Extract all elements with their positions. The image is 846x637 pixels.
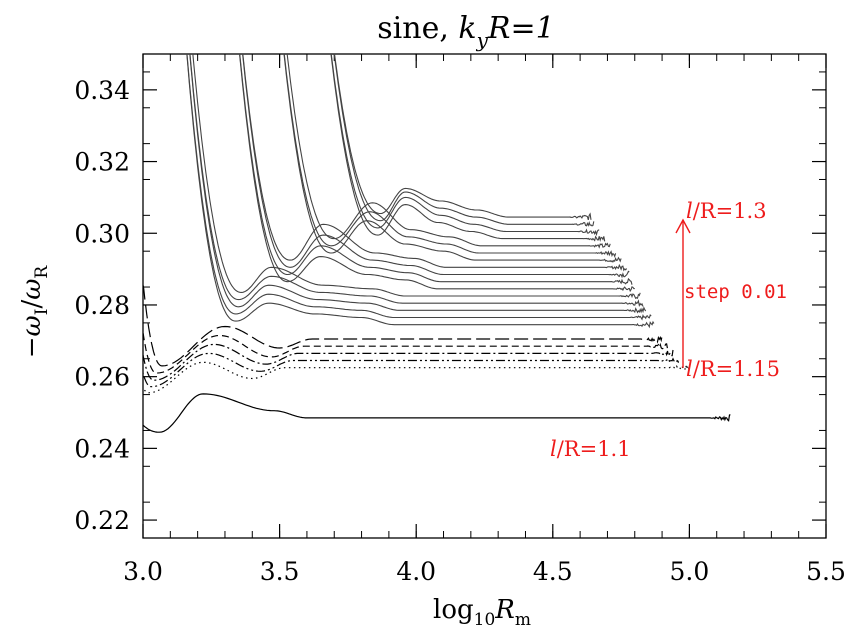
series-group — [143, 54, 731, 433]
y-label-num-sub: I — [32, 309, 52, 316]
series-line — [143, 343, 674, 381]
chart-title-rest: R=1 — [487, 11, 555, 46]
x-tick-label: 3.0 — [123, 557, 163, 586]
annotations: l/R=1.3 step 0.01 l/R=1.15 l/R=1.1 — [550, 199, 787, 461]
x-tick-label: 5.5 — [806, 557, 846, 586]
plot-area — [142, 53, 827, 539]
annotation-top: l/R=1.3 — [686, 199, 767, 223]
series-line — [186, 54, 652, 321]
series-line — [283, 54, 622, 263]
series-line — [143, 352, 680, 388]
y-axis-label: −ωI/ωR — [17, 265, 52, 359]
series-line — [143, 276, 663, 367]
series-line — [330, 54, 600, 237]
series-line — [333, 54, 595, 227]
series-line — [239, 54, 635, 293]
series-line — [242, 54, 628, 272]
series-line — [186, 54, 655, 329]
series-line — [143, 328, 669, 374]
y-tick-label: 0.24 — [74, 434, 130, 463]
x-axis-label: log10Rm — [433, 595, 531, 630]
chart-title: sine, kyR=1 — [377, 11, 554, 52]
x-tick-label: 4.5 — [533, 557, 573, 586]
y-label-num: ω — [17, 315, 47, 336]
chart-title-sub: y — [476, 28, 489, 52]
x-axis: 3.0 3.5 4.0 4.5 5.0 5.5 — [123, 54, 846, 586]
annotation-bottom: l/R=1.15 — [686, 357, 780, 381]
series-line — [192, 54, 641, 300]
y-label-minus: − — [17, 336, 47, 358]
series-line — [143, 361, 690, 394]
annotation-lowest: l/R=1.1 — [550, 437, 631, 461]
chart-title-var: k — [458, 11, 476, 46]
x-label-var-sub: m — [515, 610, 531, 630]
series-line — [333, 54, 592, 221]
series-line — [143, 393, 731, 433]
x-tick-label: 3.5 — [260, 557, 300, 586]
x-tick-label: 5.0 — [670, 557, 710, 586]
plot-frame — [142, 53, 827, 539]
series-line — [242, 54, 630, 279]
y-tick-label: 0.34 — [74, 76, 130, 105]
svg-text:−ωI/ωR: −ωI/ωR — [17, 265, 52, 359]
annotation-step: step 0.01 — [684, 281, 787, 303]
x-label-var: R — [494, 595, 515, 625]
y-tick-label: 0.32 — [74, 148, 130, 177]
y-label-den: ω — [17, 279, 47, 300]
step-arrow-head — [675, 218, 691, 234]
y-tick-label: 0.28 — [74, 291, 130, 320]
x-tick-label: 4.0 — [396, 557, 436, 586]
series-line — [189, 54, 647, 314]
series-line — [239, 54, 633, 285]
y-label-den-sub: R — [32, 265, 52, 279]
y-label-slash: / — [17, 300, 47, 309]
y-tick-label: 0.22 — [74, 506, 130, 535]
series-line — [283, 54, 617, 258]
series-line — [286, 54, 611, 249]
x-label-main: log — [433, 595, 474, 625]
x-label-sub: 10 — [474, 610, 496, 630]
chart-title-prefix: sine, — [377, 11, 449, 46]
y-axis: 0.22 0.24 0.26 0.28 0.30 0.32 0.34 — [74, 71, 826, 539]
y-tick-label: 0.26 — [74, 363, 130, 392]
series-line — [330, 54, 606, 243]
series-line — [189, 54, 644, 308]
y-tick-label: 0.30 — [74, 219, 130, 248]
